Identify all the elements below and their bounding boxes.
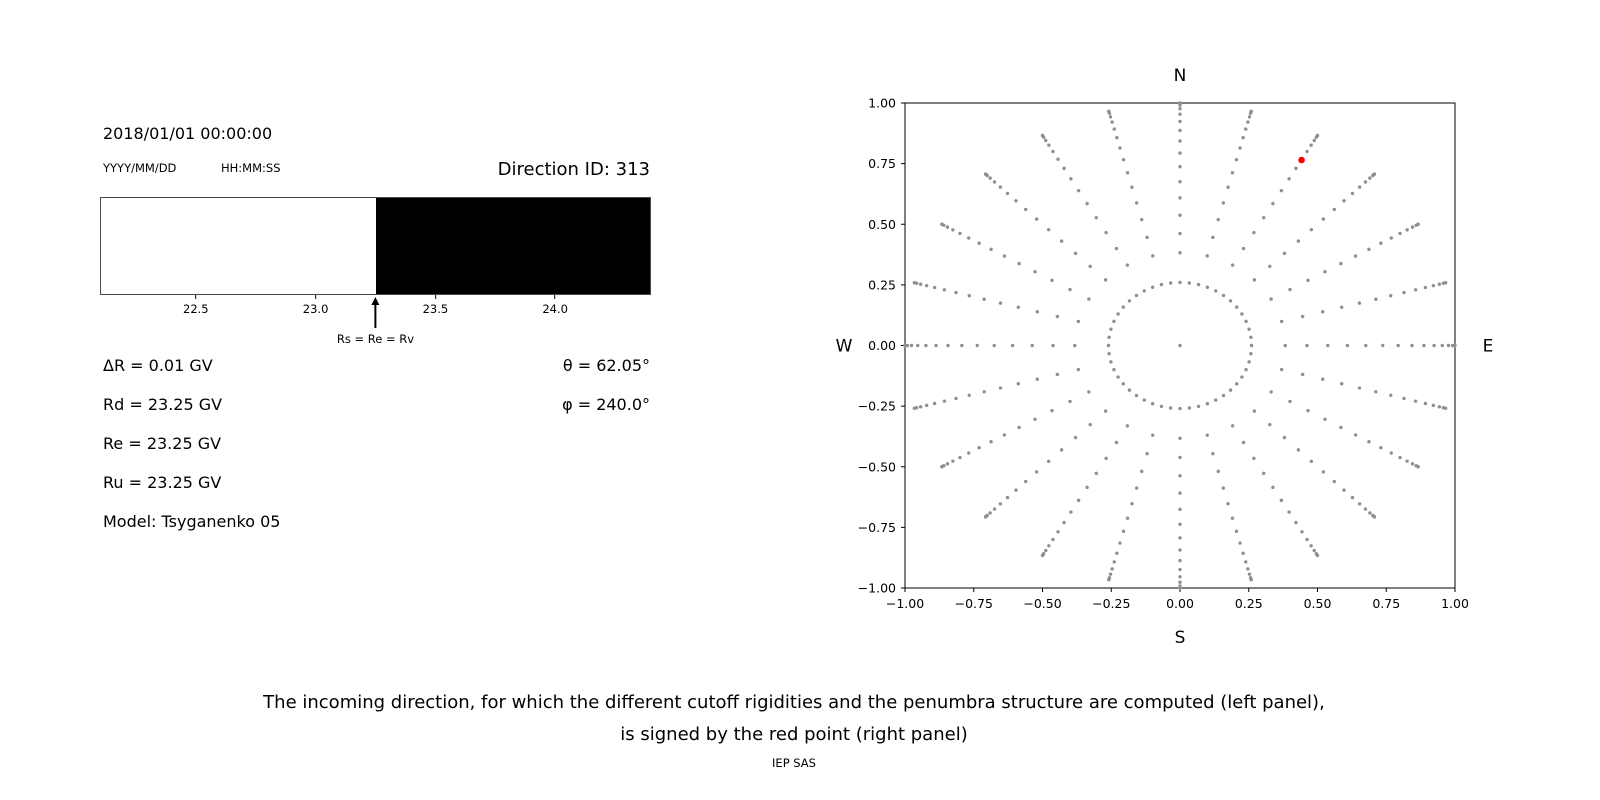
caption-line-2: is signed by the red point (right panel) <box>620 724 968 745</box>
compass-labels: N S W E <box>836 66 1494 648</box>
time-format-label: HH:MM:SS <box>221 161 281 175</box>
penumbra-region <box>375 198 650 294</box>
svg-text:−0.75: −0.75 <box>858 520 896 535</box>
svg-text:0.50: 0.50 <box>868 217 896 232</box>
selected-direction-point <box>1298 156 1305 164</box>
penumbra-tick: 23.5 <box>423 295 448 316</box>
delta-r-value: ΔR = 0.01 GV <box>103 356 213 375</box>
penumbra-tick: 24.0 <box>542 295 568 316</box>
svg-text:0.25: 0.25 <box>868 277 896 292</box>
caption-line-1: The incoming direction, for which the di… <box>263 692 1325 713</box>
penumbra-tick: 22.5 <box>183 295 209 316</box>
penumbra-region <box>101 198 376 294</box>
arrow-head <box>371 297 380 305</box>
re-value: Re = 23.25 GV <box>103 434 222 453</box>
svg-text:−1.00: −1.00 <box>886 596 924 611</box>
svg-text:0.75: 0.75 <box>868 156 896 171</box>
svg-text:0.00: 0.00 <box>868 338 896 353</box>
ru-value: Ru = 23.25 GV <box>103 473 222 492</box>
rd-value: Rd = 23.25 GV <box>103 395 223 414</box>
up-arrow-icon <box>371 297 380 328</box>
svg-text:−1.00: −1.00 <box>858 581 896 596</box>
svg-text:0.50: 0.50 <box>1304 596 1332 611</box>
direction-plot-svg: −1.00 −0.75 −0.50 −0.25 0.00 0.25 0.50 0.75 1.00… <box>836 66 1494 648</box>
phi-value: φ = 240.0° <box>562 395 650 414</box>
svg-text:1.00: 1.00 <box>1441 596 1469 611</box>
svg-text:1.00: 1.00 <box>868 96 896 111</box>
direction-grid-points <box>903 101 1457 590</box>
compass-north-label: N <box>1174 66 1187 86</box>
arrow-shaft <box>374 305 377 328</box>
rigidity-marker: Rs = Re = Rv <box>337 297 414 346</box>
axis-ticks: −1.00 −0.75 −0.50 −0.25 0.00 0.25 0.50 0.75 1.00… <box>858 96 1469 612</box>
svg-text:−0.25: −0.25 <box>1092 596 1130 611</box>
compass-south-label: S <box>1175 628 1186 648</box>
svg-text:0.75: 0.75 <box>1372 596 1400 611</box>
penumbra-marker-row: Rs = Re = Rv <box>100 297 651 349</box>
credit-label: IEP SAS <box>772 756 816 770</box>
svg-text:0.00: 0.00 <box>1166 596 1194 611</box>
direction-id-label: Direction ID: 313 <box>497 159 650 180</box>
compass-west-label: W <box>836 337 853 357</box>
model-label: Model: Tsyganenko 05 <box>103 512 281 531</box>
penumbra-x-axis: 22.5 23.0 23.5 24.0 <box>100 295 651 321</box>
svg-text:−0.75: −0.75 <box>955 596 993 611</box>
svg-text:−0.50: −0.50 <box>858 459 896 474</box>
penumbra-tick: 23.0 <box>303 295 328 316</box>
compass-east-label: E <box>1483 337 1494 357</box>
svg-text:−0.50: −0.50 <box>1023 596 1061 611</box>
datetime-label: 2018/01/01 00:00:00 <box>103 124 273 143</box>
penumbra-bar <box>100 197 651 295</box>
svg-text:−0.25: −0.25 <box>858 399 896 414</box>
svg-text:0.25: 0.25 <box>1235 596 1263 611</box>
figure-caption: The incoming direction, for which the di… <box>0 687 1588 770</box>
rigidity-marker-label: Rs = Re = Rv <box>336 332 415 346</box>
theta-value: θ = 62.05° <box>562 356 650 375</box>
date-format-label: YYYY/MM/DD <box>103 161 177 175</box>
